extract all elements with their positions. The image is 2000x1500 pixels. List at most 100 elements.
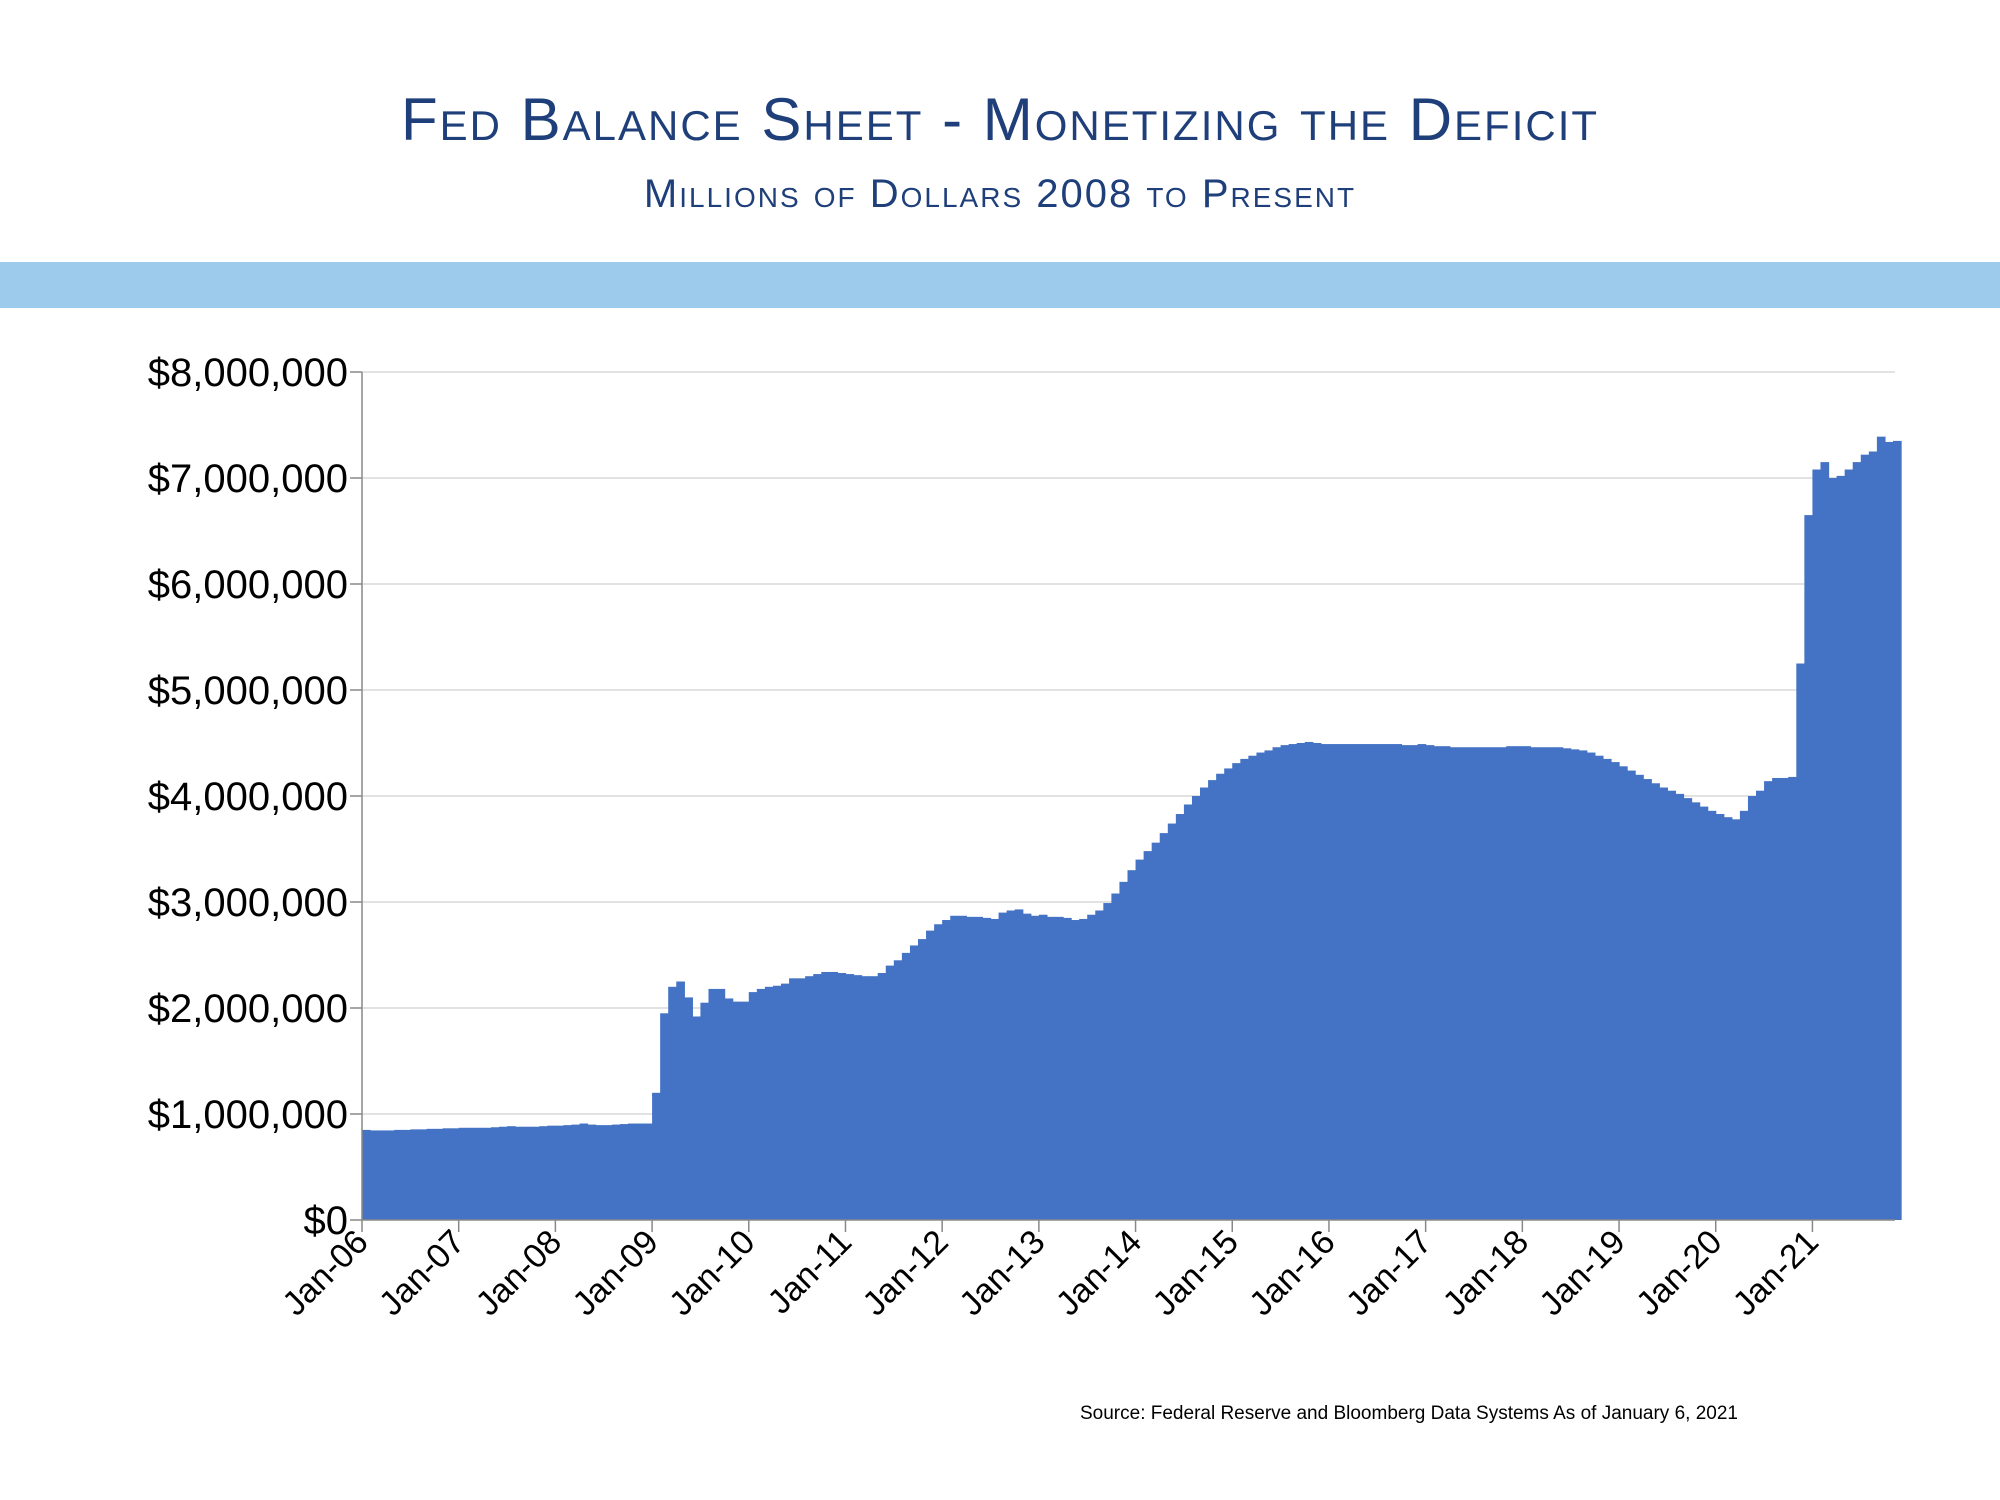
bar [1796, 663, 1805, 1220]
bar [821, 971, 830, 1220]
bar [1071, 920, 1080, 1220]
bar [1232, 763, 1241, 1220]
bar [1111, 893, 1121, 1220]
bar [1095, 910, 1104, 1220]
x-tick-label: Jan-12 [855, 1223, 955, 1323]
bar [708, 988, 718, 1220]
y-tick-label: $1,000,000 [148, 1093, 348, 1137]
bar [845, 974, 855, 1220]
x-tick-label: Jan-14 [1049, 1223, 1149, 1323]
bar [1610, 762, 1620, 1220]
x-tick-label: Jan-13 [952, 1223, 1052, 1323]
bar [1304, 741, 1314, 1220]
bar [531, 1126, 540, 1220]
bar [1079, 918, 1088, 1220]
bar [434, 1128, 444, 1220]
bar [1546, 747, 1556, 1220]
bar [1643, 779, 1652, 1220]
bar [1780, 777, 1789, 1220]
bar [547, 1125, 556, 1220]
bar [442, 1128, 452, 1220]
y-tick-label: $4,000,000 [148, 775, 348, 819]
bar [1594, 755, 1604, 1220]
bar [724, 998, 734, 1220]
x-tick-label: Jan-21 [1726, 1223, 1826, 1323]
bar [1868, 451, 1878, 1220]
bar [571, 1124, 581, 1220]
bar [1844, 469, 1854, 1220]
bar [1006, 910, 1016, 1220]
bar [1490, 747, 1499, 1220]
y-tick-label: $6,000,000 [148, 563, 348, 607]
bar [869, 976, 879, 1220]
bar [917, 939, 927, 1220]
bar [1522, 746, 1531, 1220]
bar [1127, 870, 1137, 1220]
bar [523, 1126, 532, 1220]
bar [450, 1128, 460, 1220]
bar [507, 1126, 516, 1220]
bar [1530, 747, 1540, 1220]
header-band [0, 262, 2000, 308]
bar [1208, 780, 1217, 1220]
bar [1756, 790, 1765, 1220]
bar [603, 1125, 613, 1220]
bar [692, 1016, 702, 1220]
bar [1248, 755, 1258, 1220]
bar [515, 1126, 524, 1220]
y-tick-label: $7,000,000 [148, 457, 348, 501]
bar [861, 976, 871, 1220]
bar [756, 988, 766, 1220]
bar [998, 912, 1008, 1220]
bar [1764, 781, 1773, 1220]
bar [1240, 758, 1249, 1220]
bar [716, 988, 726, 1220]
bar [966, 916, 975, 1220]
bars [362, 436, 1902, 1221]
bar [1554, 747, 1564, 1220]
bar [386, 1130, 395, 1220]
bar [1828, 478, 1838, 1220]
bar [1852, 462, 1862, 1221]
bar [1143, 851, 1153, 1220]
bar [1288, 744, 1298, 1220]
bar [853, 975, 863, 1220]
bar [1312, 743, 1322, 1220]
bar [1167, 823, 1177, 1220]
bar [1063, 917, 1072, 1220]
bar [644, 1123, 653, 1220]
source-note: Source: Federal Reserve and Bloomberg Da… [1080, 1403, 1738, 1424]
bar [619, 1124, 629, 1220]
bar [1038, 914, 1048, 1220]
bar [1602, 758, 1612, 1220]
bar [1667, 790, 1677, 1220]
bar [1337, 744, 1346, 1220]
x-tick-label: Jan-07 [372, 1223, 472, 1323]
bar [1401, 745, 1411, 1220]
bar [1280, 745, 1290, 1220]
bar [490, 1127, 500, 1220]
bar [1191, 796, 1201, 1220]
bar [1224, 768, 1233, 1220]
bar [797, 978, 806, 1220]
bar [362, 1129, 371, 1220]
bar [1772, 777, 1781, 1220]
bar [1441, 746, 1451, 1220]
bar [909, 945, 919, 1220]
bar [764, 986, 774, 1220]
bar [1393, 744, 1403, 1220]
x-tick-label: Jan-11 [761, 1223, 860, 1322]
bar [781, 983, 790, 1220]
bar [684, 997, 693, 1220]
bar [893, 960, 903, 1220]
bar [805, 976, 814, 1220]
y-tick-label: $5,000,000 [148, 669, 348, 713]
bar [1860, 454, 1870, 1220]
bar [1200, 787, 1209, 1220]
bar [1377, 744, 1386, 1220]
bar [1570, 749, 1580, 1220]
bar [1417, 744, 1427, 1220]
chart-subtitle: Millions of Dollars 2008 to Present [643, 172, 1357, 216]
y-tick-label: $3,000,000 [148, 881, 348, 925]
bar [1586, 752, 1596, 1220]
